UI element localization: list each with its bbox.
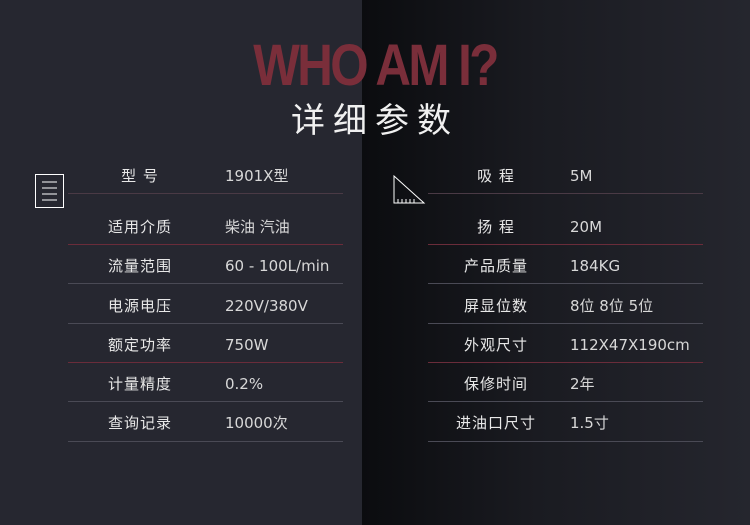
left-spec-value: 1901X型 [225, 167, 289, 185]
document-icon [35, 174, 64, 208]
right-spec-value: 2年 [570, 375, 595, 393]
left-spec-label: 电源电压 [107, 297, 172, 315]
title-english: WHO AM I? [253, 33, 499, 98]
row-divider [428, 283, 703, 284]
row-divider [68, 401, 343, 402]
right-spec-label: 产品质量 [463, 257, 528, 275]
row-divider [68, 283, 343, 284]
right-spec-label: 扬 程 [477, 218, 515, 236]
right-spec-value: 8位 8位 5位 [570, 297, 654, 315]
right-spec-label: 屏显位数 [463, 297, 528, 315]
right-spec-label: 进油口尺寸 [455, 414, 536, 432]
row-divider [428, 362, 703, 363]
right-spec-value: 1.5寸 [570, 414, 609, 432]
right-spec-label: 外观尺寸 [463, 336, 528, 354]
left-spec-value: 750W [225, 336, 269, 354]
left-spec-value: 柴油 汽油 [225, 218, 290, 236]
row-divider [428, 244, 703, 245]
left-spec-label: 型 号 [121, 167, 159, 185]
left-spec-value: 220V/380V [225, 297, 308, 315]
right-spec-value: 20M [570, 218, 603, 236]
right-spec-value: 5M [570, 167, 593, 185]
right-spec-value: 112X47X190cm [570, 336, 690, 354]
left-spec-value: 0.2% [225, 375, 264, 393]
right-spec-label: 吸 程 [477, 167, 515, 185]
right-spec-value: 184KG [570, 257, 621, 275]
left-spec-label: 计量精度 [107, 375, 172, 393]
title-chinese: 详细参数 [291, 101, 459, 141]
row-divider [68, 441, 343, 442]
left-spec-label: 查询记录 [107, 414, 172, 432]
right-panel-background [362, 0, 750, 525]
row-divider [428, 323, 703, 324]
row-divider [428, 441, 703, 442]
row-divider [68, 323, 343, 324]
left-spec-label: 适用介质 [107, 218, 172, 236]
triangle-ruler-icon [393, 175, 426, 204]
row-divider [68, 193, 343, 194]
right-spec-label: 保修时间 [463, 375, 528, 393]
left-spec-value: 60 - 100L/min [225, 257, 330, 275]
row-divider [68, 244, 343, 245]
left-spec-value: 10000次 [225, 414, 288, 432]
row-divider [68, 362, 343, 363]
row-divider [428, 193, 703, 194]
row-divider [428, 401, 703, 402]
left-spec-label: 流量范围 [107, 257, 172, 275]
left-spec-label: 额定功率 [107, 336, 172, 354]
